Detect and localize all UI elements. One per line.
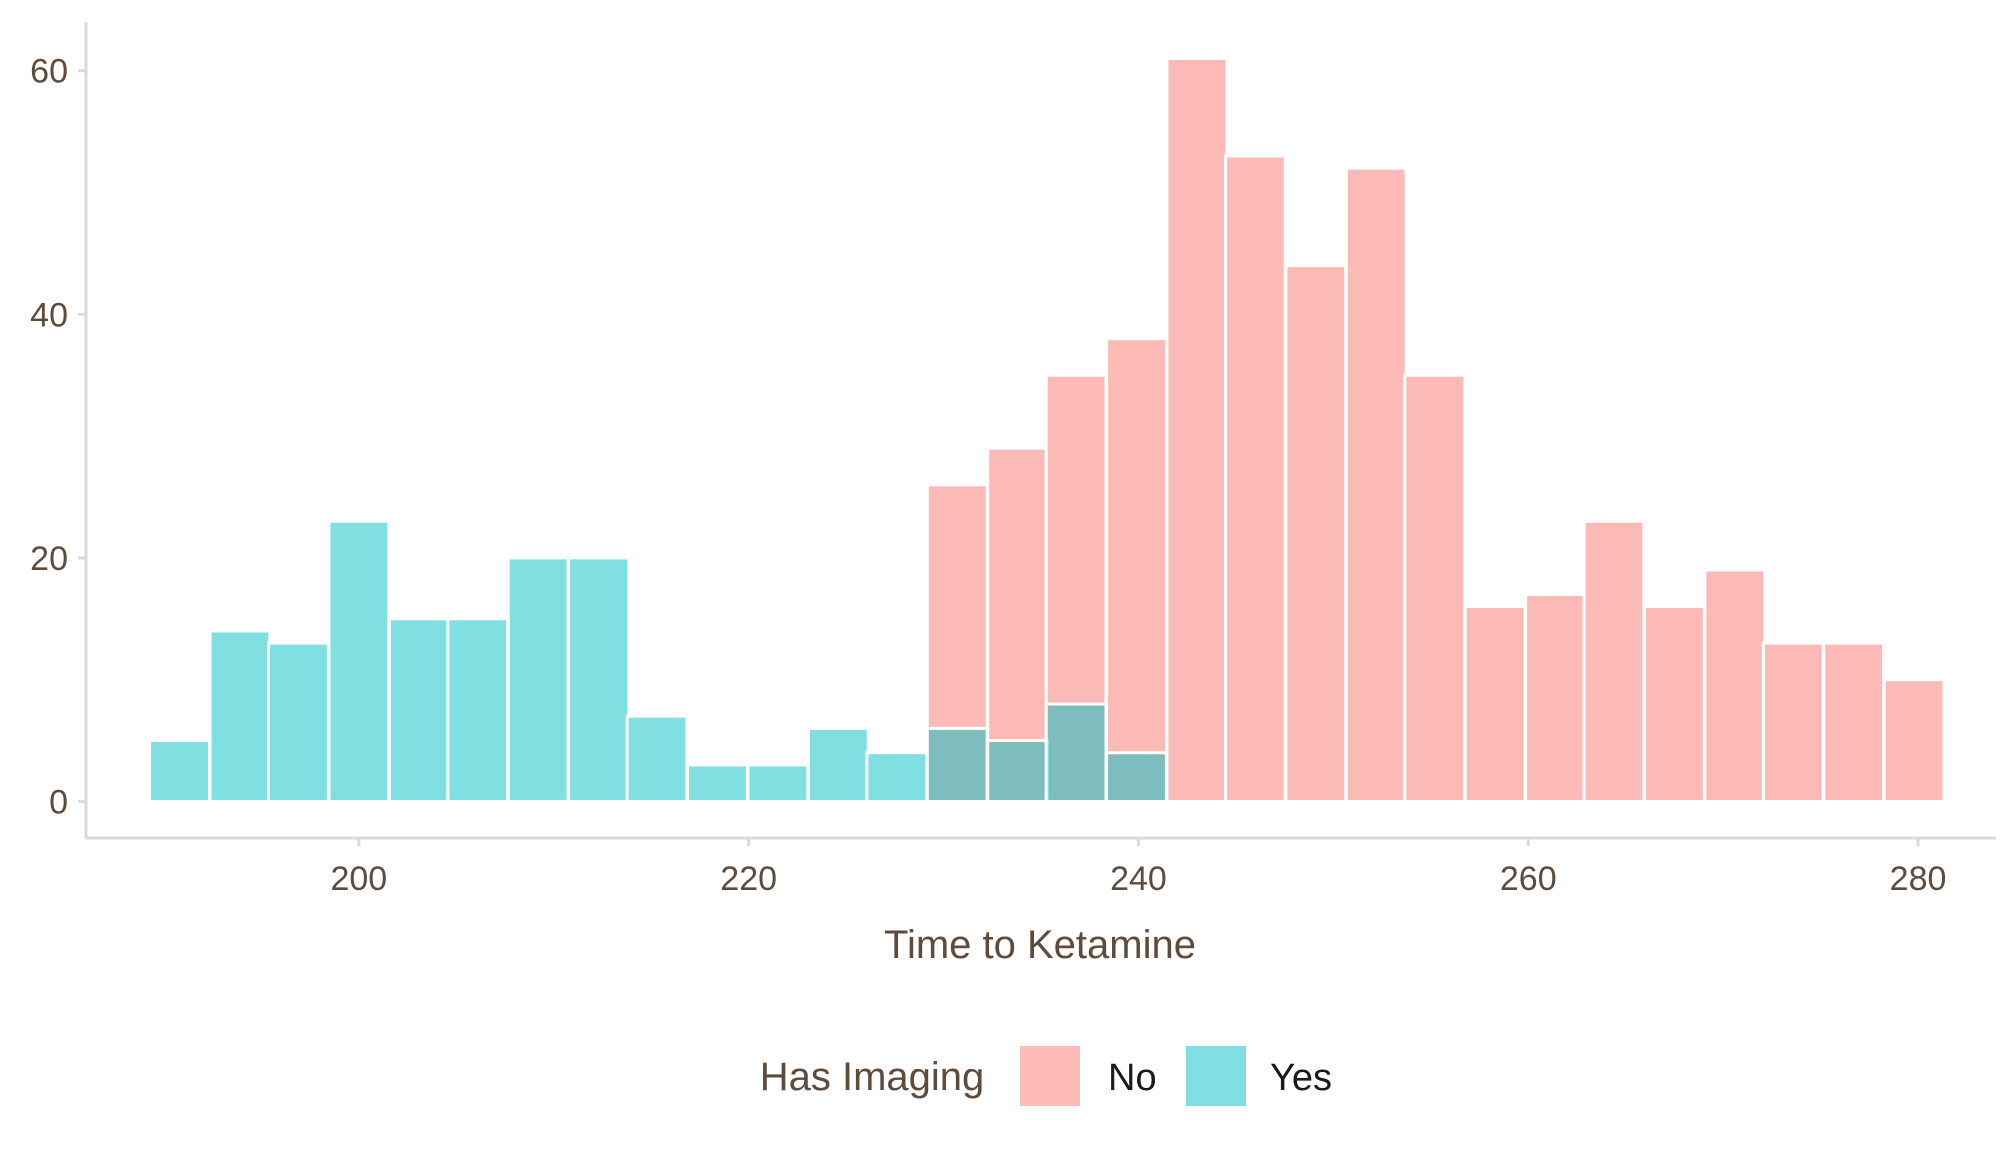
legend-label-yes: Yes: [1270, 1057, 1332, 1099]
y-tick-label: 60: [30, 53, 68, 91]
legend-key-yes: [1186, 1046, 1246, 1106]
x-tick-label: 240: [1110, 860, 1167, 898]
legend-title: Has Imaging: [760, 1055, 985, 1099]
bar-yes: [746, 763, 810, 803]
bar-yes: [506, 556, 570, 803]
series-no-bars: [925, 57, 1946, 803]
legend-label-no: No: [1108, 1057, 1157, 1099]
bar-yes: [925, 726, 989, 803]
bar-no: [1761, 641, 1825, 803]
y-tick-label: 20: [30, 540, 68, 578]
series-yes-bars: [148, 519, 1168, 803]
x-tick-label: 280: [1890, 860, 1947, 898]
bar-yes: [625, 714, 689, 803]
bar-no: [1165, 57, 1229, 803]
bar-yes: [986, 739, 1050, 803]
legend-key-no: [1020, 1046, 1080, 1106]
bar-yes: [208, 629, 272, 803]
bar-yes: [567, 556, 630, 803]
x-axis-ticks: 200 220 240 260 280: [330, 838, 1946, 898]
bar-no: [1403, 373, 1467, 803]
x-tick-label: 220: [720, 860, 777, 898]
bar-yes: [148, 739, 211, 803]
y-axis-ticks: 0 20 40 60: [30, 53, 86, 821]
bar-no: [1284, 264, 1348, 803]
bar-no: [1643, 605, 1706, 803]
bar-no: [1822, 641, 1886, 803]
bar-no: [1882, 678, 1946, 803]
x-tick-label: 260: [1500, 860, 1557, 898]
bar-no: [1582, 519, 1646, 803]
y-tick-label: 40: [30, 296, 68, 334]
legend: Has Imaging No Yes: [760, 1046, 1332, 1106]
bar-no: [1703, 568, 1767, 803]
bar-yes: [267, 641, 330, 803]
bar-no: [1524, 592, 1587, 803]
bar-yes: [865, 751, 929, 803]
bar-no: [1463, 605, 1527, 803]
bar-yes: [446, 617, 510, 803]
bar-yes: [327, 519, 391, 803]
y-tick-label: 0: [49, 783, 68, 821]
bar-yes: [806, 726, 870, 803]
x-axis-title: Time to Ketamine: [884, 923, 1196, 967]
bar-yes: [1105, 751, 1168, 803]
bar-yes: [387, 617, 451, 803]
bar-no: [1344, 166, 1408, 803]
bar-yes: [1044, 702, 1108, 803]
bar-no: [1223, 154, 1287, 803]
bar-no: [1105, 337, 1168, 803]
bar-yes: [686, 763, 749, 803]
x-tick-label: 200: [330, 860, 387, 898]
